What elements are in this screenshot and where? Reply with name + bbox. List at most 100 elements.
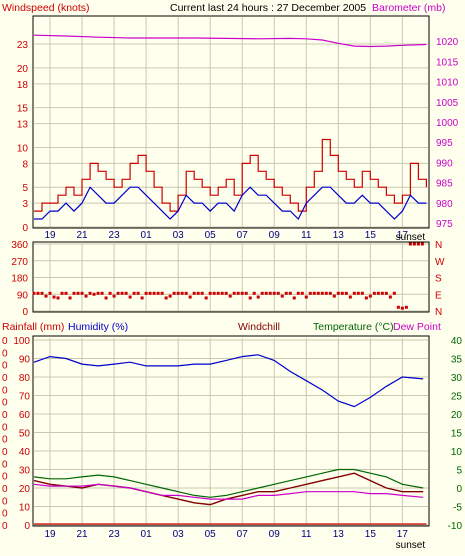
direction-point [332,294,336,298]
direction-point [412,242,416,246]
wind-y-tick-label: 3 [22,199,28,210]
temperature-axis-title: Temperature (°C) [313,321,394,333]
direction-point [132,291,136,295]
direction-point [52,295,56,299]
direction-point [144,291,148,295]
dewpoint-axis-title: Dew Point [393,321,441,333]
direction-point [96,291,100,295]
time-tick-label: 03 [173,230,185,241]
direction-point [48,291,52,295]
compass-label: S [435,274,442,285]
direction-point [128,295,132,299]
sunset-label: sunset [396,232,426,243]
direction-point [380,291,384,295]
time-tick-label: 07 [237,230,249,241]
time-tick-label: 11 [301,529,312,540]
direction-point [276,291,280,295]
direction-point [264,291,268,295]
direction-y-tick-label: 360 [11,240,28,251]
direction-point [272,291,276,295]
humidity-y-tick-label: 60 [19,410,31,421]
gust-series-line [34,138,427,212]
direction-point [92,292,96,296]
rainfall-y-tick-label: 0 [2,509,8,520]
barometer-series-line [33,34,427,48]
dewpoint-series-line [33,483,424,500]
direction-point [304,295,308,299]
direction-point [44,294,48,298]
direction-point [312,291,316,295]
direction-point [224,291,228,295]
direction-point [284,291,288,295]
direction-point [204,296,208,300]
temperature-y-tick-label: 40 [451,336,463,347]
direction-point [36,291,40,295]
direction-point [172,291,176,295]
time-tick-label: 17 [397,529,409,540]
direction-point [232,291,236,295]
direction-point [164,296,168,300]
direction-point [68,296,72,300]
humidity-series-line [33,354,424,408]
direction-point [336,291,340,295]
direction-point [160,291,164,295]
wind-y-tick-label: 23 [17,40,29,51]
direction-point [176,291,180,295]
direction-point [376,291,380,295]
barometer-y-tick-label: 1010 [436,78,459,89]
rainfall-y-tick-label: 0 [2,496,8,507]
direction-point [104,296,108,300]
time-tick-label: 19 [44,529,56,540]
time-tick-label: 03 [173,529,185,540]
direction-y-tick-label: 180 [11,274,28,285]
direction-point [148,291,152,295]
time-tick-label: 21 [76,230,88,241]
direction-point [280,294,284,298]
direction-point [248,296,252,300]
rainfall-y-tick-label: 0 [2,472,8,483]
humidity-axis-title: Humidity (%) [68,321,128,333]
wind-y-tick-label: 20 [17,64,29,75]
compass-label: N [435,307,442,318]
direction-point [80,291,84,295]
rainfall-y-tick-label: 0 [2,398,8,409]
direction-point [352,291,356,295]
direction-point [88,291,92,295]
rainfall-y-tick-label: 0 [2,336,8,347]
rainfall-y-tick-label: 0 [2,348,8,359]
direction-point [140,296,144,300]
direction-point [340,291,344,295]
rainfall-y-tick-label: 0 [2,385,8,396]
direction-point [268,291,272,295]
direction-y-tick-label: 270 [11,257,28,268]
direction-point [292,296,296,300]
current-period-title: Current last 24 hours : 27 December 2005 [170,2,366,14]
barometer-y-tick-label: 1020 [436,37,459,48]
wind-plot-frame [32,15,430,229]
direction-point [308,291,312,295]
wind-y-tick-label: 13 [17,120,29,131]
barometer-y-tick-label: 980 [436,199,453,210]
humidity-y-tick-label: 20 [19,484,31,495]
rainfall-y-tick-label: 0 [2,484,8,495]
rainfall-y-tick-label: 0 [2,373,8,384]
humidity-y-tick-label: 70 [19,392,31,403]
direction-point [384,291,388,295]
direction-point [256,295,260,299]
direction-point [152,291,156,295]
time-tick-label: 15 [365,230,377,241]
direction-point [40,291,44,295]
direction-point [220,291,224,295]
direction-point [64,291,68,295]
direction-point [296,291,300,295]
direction-point [116,291,120,295]
compass-label: W [435,257,445,268]
wind-y-tick-label: 8 [22,159,28,170]
time-tick-label: 05 [205,230,217,241]
temperature-y-tick-label: 35 [451,355,463,366]
time-tick-label: 13 [333,529,345,540]
